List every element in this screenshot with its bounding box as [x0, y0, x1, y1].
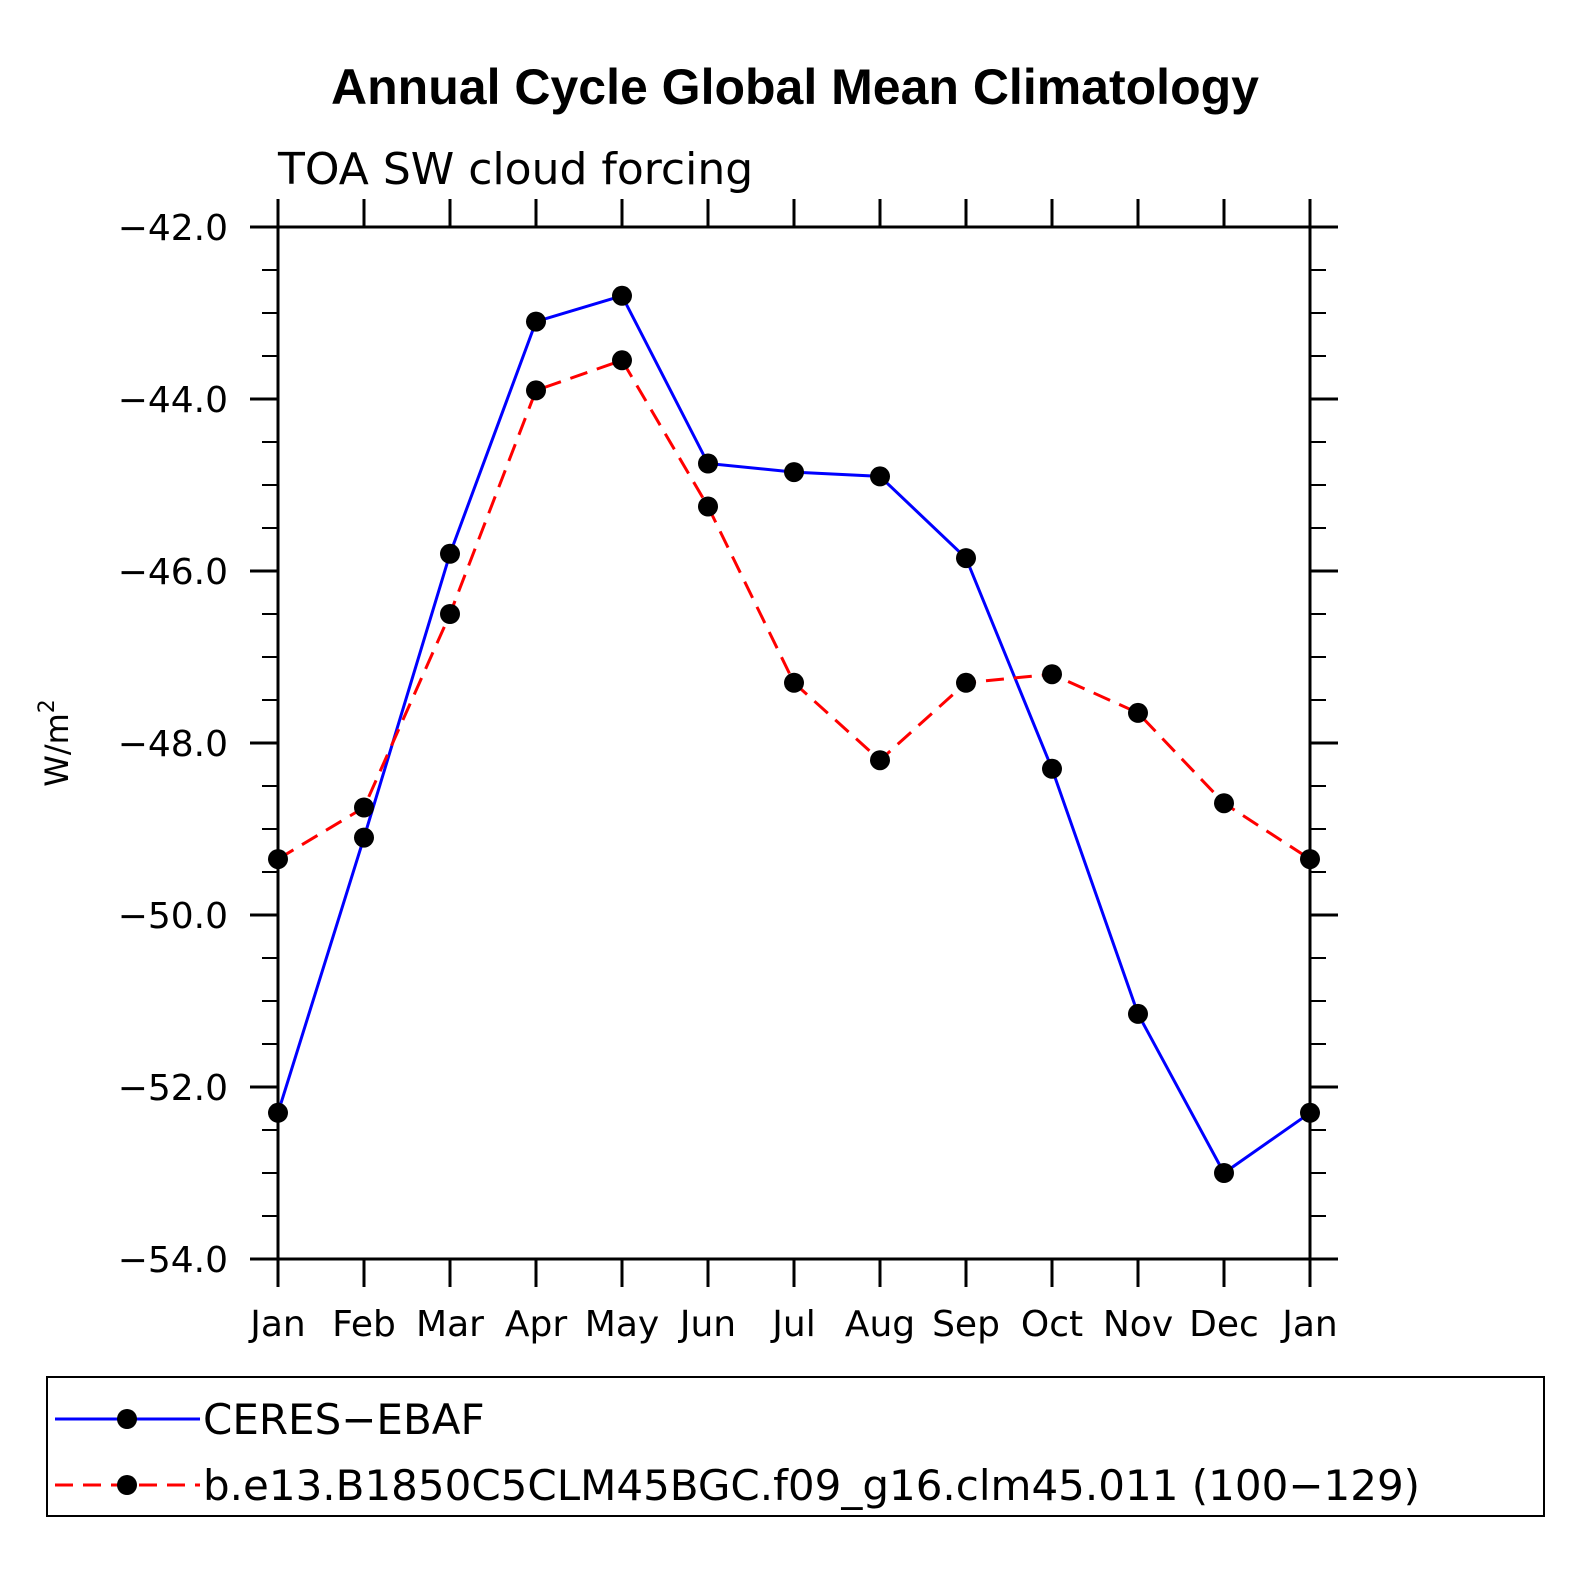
y-tick-label: −52.0	[118, 1068, 228, 1109]
x-tick-label: Aug	[845, 1304, 915, 1345]
chart-title: Annual Cycle Global Mean Climatology	[331, 59, 1259, 115]
series-1-point	[440, 543, 460, 564]
chart-subtitle: TOA SW cloud forcing	[277, 144, 753, 195]
x-tick-label: Jul	[770, 1304, 815, 1345]
series-2-point	[612, 350, 632, 371]
y-tick-labels: −42.0 −44.0 −46.0 −48.0 −50.0 −52.0 −54.0	[118, 208, 228, 1281]
series-1-point	[698, 453, 718, 474]
series-1-point	[1128, 1003, 1148, 1024]
series-1-point	[268, 1102, 288, 1123]
series-1-point	[1300, 1102, 1320, 1123]
series-1-point	[526, 311, 546, 332]
x-tick-label: Dec	[1189, 1304, 1259, 1345]
x-tick-labels: Jan Feb Mar Apr May Jun Jul Aug Sep Oct Nov Dec Jan	[248, 1304, 1338, 1345]
y-tick-label: −46.0	[118, 552, 228, 593]
series-2-point	[870, 750, 890, 771]
series-1-point	[1042, 758, 1062, 779]
series-line-1	[276, 294, 1311, 1176]
y-tick-label: −42.0	[118, 208, 228, 249]
series-2-point	[784, 672, 804, 693]
series-1-point	[1214, 1163, 1234, 1183]
y-tick-label: −50.0	[118, 896, 228, 937]
series-2-point	[1300, 849, 1320, 870]
y-axis-label-superscript: 2	[35, 699, 60, 713]
series-2-point	[268, 849, 288, 870]
y-axis-label: W/m2	[35, 699, 76, 787]
series-2-point	[1042, 664, 1062, 685]
x-tick-label: Sep	[932, 1304, 1000, 1345]
legend-box	[46, 1376, 1545, 1517]
legend-marker-2	[117, 1475, 137, 1495]
series-1-point	[612, 285, 632, 306]
series-2-point	[526, 380, 546, 401]
x-tick-label: Apr	[505, 1304, 567, 1345]
x-tick-label: Nov	[1103, 1304, 1173, 1345]
x-tick-label: Oct	[1021, 1304, 1083, 1345]
plot-area-border	[276, 225, 1312, 1261]
x-tick-label: Jun	[678, 1304, 736, 1345]
x-tick-label: Feb	[332, 1304, 396, 1345]
y-tick-label: −54.0	[118, 1240, 228, 1281]
series-2-point	[698, 496, 718, 517]
series-2-point	[1128, 702, 1148, 723]
y-tick-label: −44.0	[118, 380, 228, 421]
series-1-point	[870, 466, 890, 487]
plot-frame	[276, 225, 1312, 1261]
y-axis-label-unit: W/m	[38, 713, 76, 787]
legend-marker-1	[117, 1409, 137, 1429]
x-tick-label: Jan	[248, 1304, 306, 1345]
series-1-point	[354, 827, 374, 848]
x-tick-label: Mar	[416, 1304, 484, 1345]
series-layer	[268, 285, 1320, 1183]
series-2-point	[1214, 793, 1234, 814]
series-1-point	[956, 548, 976, 569]
x-tick-label: Jan	[1280, 1304, 1338, 1345]
series-2-point	[956, 672, 976, 693]
series-2-point	[440, 604, 460, 624]
series-2-point	[354, 797, 374, 818]
legend: CERES−EBAF b.e13.B1850C5CLM45BGC.f09_g16.…	[46, 1376, 1545, 1517]
series-1-point	[784, 462, 804, 483]
x-tick-label: May	[585, 1304, 659, 1345]
axis-ticks	[250, 199, 1338, 1287]
legend-label-1: CERES−EBAF	[203, 1395, 485, 1444]
legend-label-2: b.e13.B1850C5CLM45BGC.f09_g16.clm45.011 …	[203, 1461, 1420, 1510]
y-tick-label: −48.0	[118, 724, 228, 765]
